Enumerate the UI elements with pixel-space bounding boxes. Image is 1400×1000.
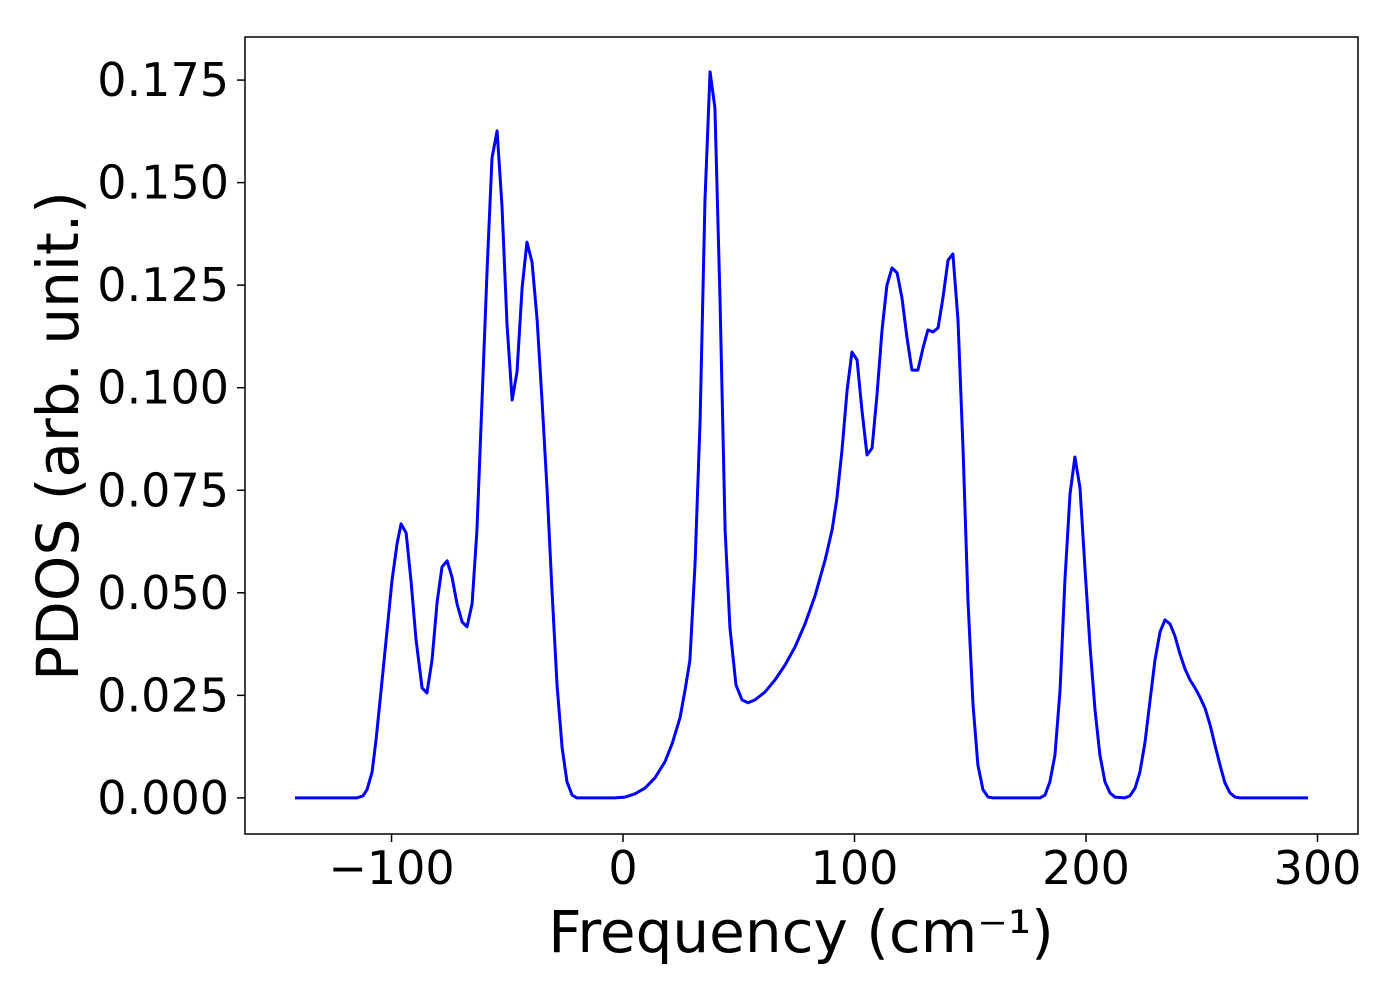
y-tick-label: 0.175 bbox=[97, 53, 229, 107]
plot-frame bbox=[244, 36, 1359, 835]
data-line bbox=[295, 70, 1308, 800]
x-tick-label: 300 bbox=[1274, 841, 1362, 895]
x-tick-label: 100 bbox=[811, 841, 899, 895]
y-tick-label: 0.000 bbox=[97, 771, 229, 825]
y-tick-label: 0.125 bbox=[97, 258, 229, 312]
y-tick-label: 0.100 bbox=[97, 361, 229, 415]
x-tick-label: 0 bbox=[608, 841, 637, 895]
y-tick-label: 0.050 bbox=[97, 566, 229, 620]
y-axis-label: PDOS (arb. unit.) bbox=[24, 191, 92, 681]
x-axis-label: Frequency (cm⁻¹) bbox=[548, 898, 1054, 966]
y-tick-label: 0.025 bbox=[97, 668, 229, 722]
y-tick-label: 0.075 bbox=[97, 463, 229, 517]
x-tick-label: −100 bbox=[328, 841, 454, 895]
y-tick-label: 0.150 bbox=[97, 156, 229, 210]
x-tick-label: 200 bbox=[1042, 841, 1130, 895]
